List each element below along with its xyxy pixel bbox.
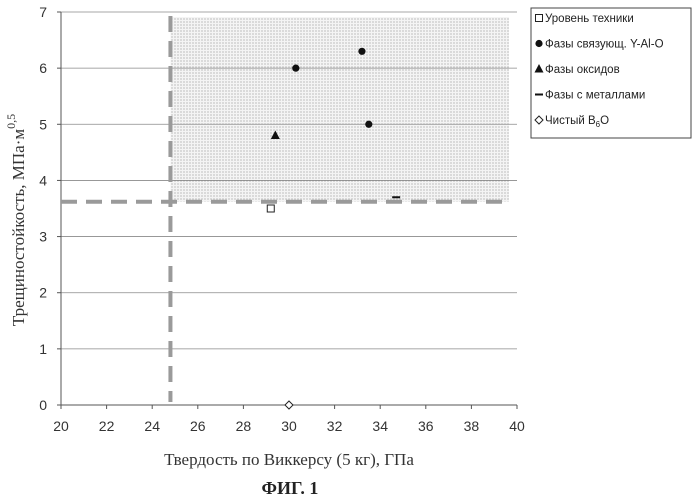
x-tick-label: 40: [509, 418, 525, 434]
legend-label: Фазы оксидов: [545, 64, 620, 76]
legend: Уровень техники Фазы связующ. Y-Al-O Фазы …: [531, 8, 691, 138]
svg-text:Трещиностойкость, МПа·м0,5: Трещиностойкость, МПа·м0,5: [4, 114, 28, 326]
x-tick-label: 26: [190, 418, 206, 434]
data-point-circle: [365, 121, 372, 128]
y-tick-label: 0: [39, 397, 47, 413]
data-point-square-open: [267, 205, 274, 212]
x-tick-label: 32: [327, 418, 343, 434]
x-tick-label: 24: [144, 418, 160, 434]
legend-label-tail: O: [600, 115, 609, 127]
y-axis-title-main: Трещиностойкость, МПа·м: [9, 129, 28, 326]
y-tick-label: 6: [39, 60, 47, 76]
x-tick-label: 28: [236, 418, 252, 434]
x-axis-title: Твердость по Виккерсу (5 кг), ГПа: [164, 450, 414, 469]
legend-label: Чистый B6O: [545, 115, 609, 129]
figure-caption: ФИГ. 1: [262, 478, 319, 498]
y-axis-title-sup: 0,5: [4, 114, 18, 129]
x-tick-label: 38: [464, 418, 480, 434]
legend-label: Фазы с металлами: [545, 90, 645, 102]
shaded-region: [170, 17, 509, 202]
y-tick-label: 3: [39, 229, 47, 245]
legend-label: Уровень техники: [545, 13, 634, 25]
legend-label: Фазы связующ. Y-Al-O: [545, 39, 664, 51]
y-axis-title: Трещиностойкость, МПа·м0,5: [4, 114, 28, 326]
data-point-circle: [358, 48, 365, 55]
y-tick-label: 5: [39, 116, 47, 132]
y-tick-label: 2: [39, 285, 47, 301]
x-tick-label: 36: [418, 418, 434, 434]
y-tick-label: 4: [39, 172, 47, 188]
x-tick-label: 30: [281, 418, 297, 434]
data-point-diamond-open: [285, 401, 293, 409]
plot-area: 202224262830323436384001234567: [39, 4, 525, 434]
x-tick-label: 34: [372, 418, 388, 434]
x-tick-label: 22: [99, 418, 115, 434]
legend-marker-circle: [535, 40, 542, 47]
y-tick-label: 7: [39, 4, 47, 20]
y-tick-label: 1: [39, 341, 47, 357]
data-point-circle: [292, 65, 299, 72]
x-tick-label: 20: [53, 418, 69, 434]
legend-label-main: Чистый B: [545, 115, 596, 127]
legend-marker-square-open: [536, 15, 543, 22]
